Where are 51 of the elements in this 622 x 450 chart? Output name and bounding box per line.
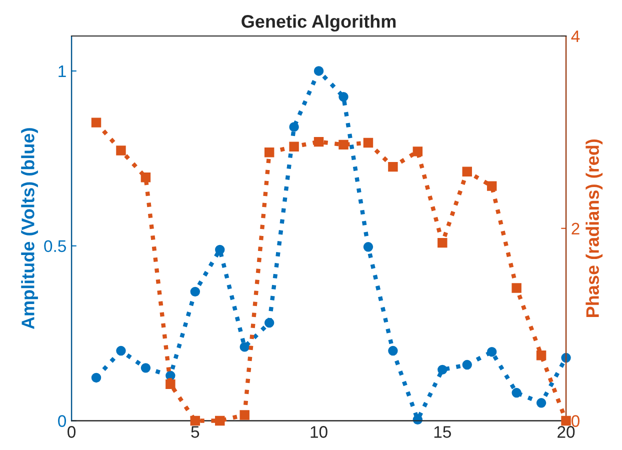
point [338,92,348,102]
point [512,388,522,398]
x-tick-label: 10 [310,426,328,438]
point [486,181,497,191]
point [536,398,546,408]
y-tick-label: 1 [58,66,66,78]
point [264,318,274,328]
x-tick-label: 0 [68,426,76,438]
point [289,122,299,132]
y2-tick-label: 0 [572,415,580,427]
point [338,140,348,150]
point [561,416,571,426]
point [438,238,448,248]
point [363,242,374,252]
point [190,286,200,297]
point [388,346,398,356]
point [140,363,151,373]
chart-title: Genetic Algorithm [242,14,396,32]
point [486,346,497,357]
point [166,379,176,390]
point [512,283,522,293]
y-tick-label: 0.5 [44,240,66,252]
point [240,410,250,420]
y2-tick-label: 4 [571,30,580,42]
point [438,364,448,375]
point [91,118,102,128]
point [215,244,225,255]
point [240,342,250,352]
point [363,138,374,148]
point [140,172,151,182]
point [412,146,423,156]
point [289,142,299,152]
point [190,416,200,426]
y2-axis-title: Phase (radians) (red) [586,139,603,317]
x-tick-label: 5 [191,426,200,438]
point [91,372,102,383]
point [388,162,398,172]
y2-tick-label: 2 [572,222,580,234]
point [116,146,126,156]
point [314,66,324,76]
point [462,166,472,176]
point [116,346,126,356]
point [536,350,546,360]
point [264,148,274,158]
point [462,360,472,370]
x-tick-label: 20 [558,426,575,438]
y-axis-title: Amplitude (Volts) (blue) [21,128,38,330]
point [215,416,225,426]
x-tick-label: 15 [434,426,451,438]
y-tick-label: 0 [58,415,66,427]
point [314,136,324,147]
